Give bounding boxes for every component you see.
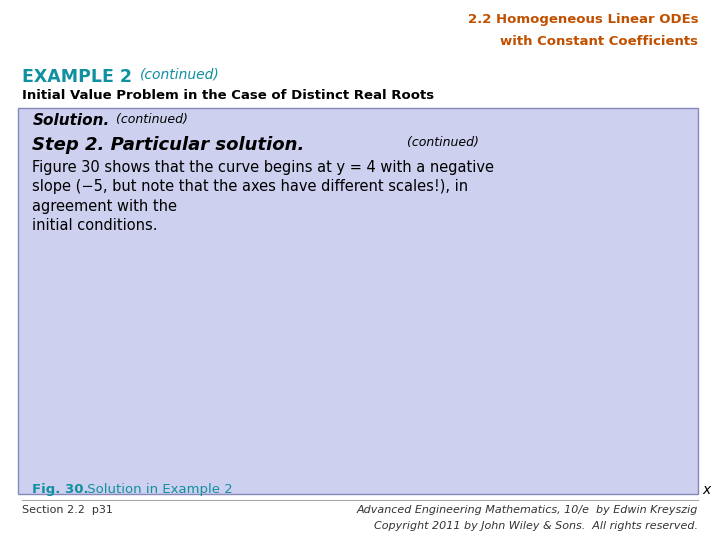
- Text: (continued): (continued): [403, 136, 479, 149]
- Text: Step 2. Particular solution.: Step 2. Particular solution.: [32, 136, 305, 154]
- Text: with Constant Coefficients: with Constant Coefficients: [500, 35, 698, 48]
- Text: Solution in Example 2: Solution in Example 2: [83, 483, 233, 496]
- Text: agreement with the: agreement with the: [32, 199, 177, 214]
- Text: Initial Value Problem in the Case of Distinct Real Roots: Initial Value Problem in the Case of Dis…: [22, 89, 433, 102]
- Text: Figure 30 shows that the curve begins at y = 4 with a negative: Figure 30 shows that the curve begins at…: [32, 160, 495, 175]
- Text: initial conditions.: initial conditions.: [32, 218, 158, 233]
- Text: Advanced Engineering Mathematics, 10/e  by Edwin Kreyszig: Advanced Engineering Mathematics, 10/e b…: [357, 505, 698, 515]
- Text: 2.2 Homogeneous Linear ODEs: 2.2 Homogeneous Linear ODEs: [468, 14, 698, 26]
- Text: (continued): (continued): [140, 68, 220, 82]
- Text: Section 2.2  p31: Section 2.2 p31: [22, 505, 112, 515]
- Text: EXAMPLE 2: EXAMPLE 2: [22, 68, 132, 85]
- Text: x: x: [703, 483, 711, 497]
- Text: (continued): (continued): [112, 113, 187, 126]
- Text: Fig. 30.: Fig. 30.: [32, 483, 89, 496]
- Text: slope (−5, but note that the axes have different scales!), in: slope (−5, but note that the axes have d…: [32, 179, 469, 194]
- Text: y: y: [283, 220, 292, 234]
- Text: Copyright 2011 by John Wiley & Sons.  All rights reserved.: Copyright 2011 by John Wiley & Sons. All…: [374, 521, 698, 531]
- Text: Solution.: Solution.: [32, 113, 109, 129]
